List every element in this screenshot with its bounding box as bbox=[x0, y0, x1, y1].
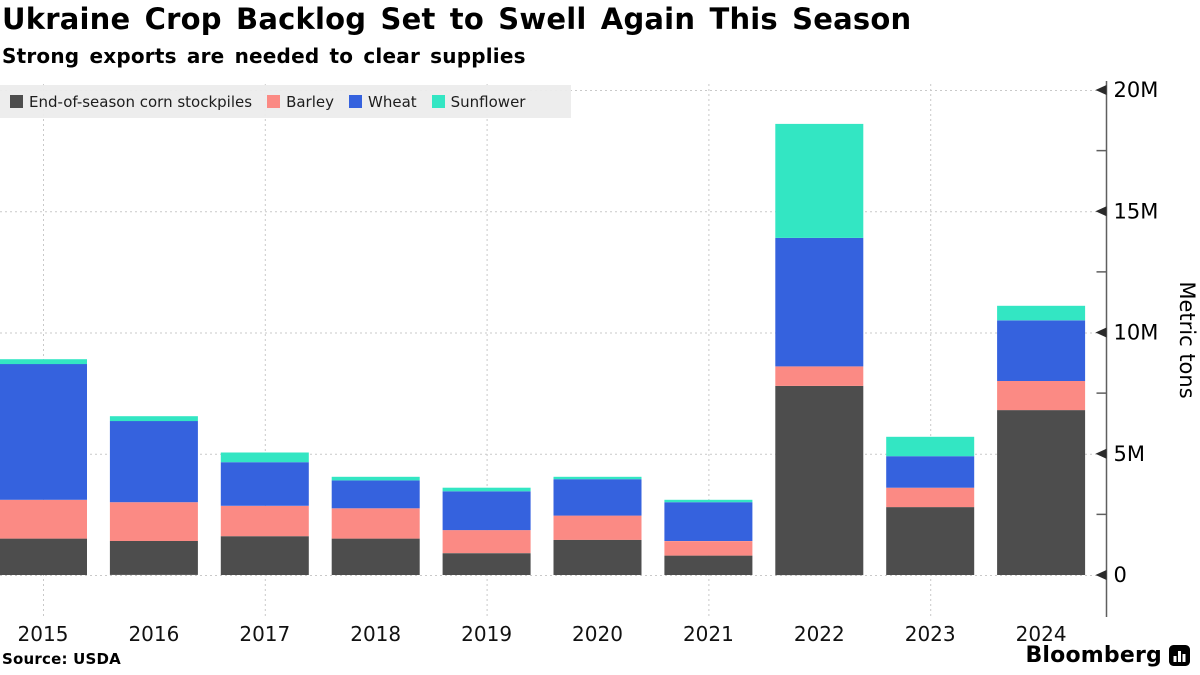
bar-segment-2024-end-of-season bbox=[997, 410, 1086, 575]
y-axis-tick-label: 5M bbox=[1114, 442, 1145, 466]
legend-item-end-of-season-corn-stockpiles: End-of-season corn stockpiles bbox=[10, 93, 252, 111]
y-axis-major-tick bbox=[1095, 206, 1107, 217]
bar-segment-2015-wheat bbox=[0, 364, 87, 500]
bar-segment-2022-sunflower bbox=[775, 123, 864, 238]
bar-segment-2017-barley bbox=[220, 505, 309, 537]
bar-segment-2015-end-of-season bbox=[0, 538, 87, 575]
bar-segment-2020-end-of-season bbox=[553, 539, 642, 575]
bar-segment-2016-wheat bbox=[109, 421, 198, 503]
bar-segment-2023-end-of-season bbox=[886, 507, 975, 575]
x-axis-year-label: 2021 bbox=[683, 622, 734, 646]
bar-segment-2021-barley bbox=[664, 541, 753, 556]
bar-segment-2020-wheat bbox=[553, 479, 642, 516]
legend-label: Wheat bbox=[368, 92, 417, 111]
bar-segment-2022-end-of-season bbox=[775, 385, 864, 576]
x-axis-year-label: 2022 bbox=[794, 622, 845, 646]
y-axis-major-tick bbox=[1095, 570, 1107, 580]
bloomberg-chart-icon bbox=[1169, 645, 1190, 666]
bloomberg-logo: Bloomberg bbox=[1025, 643, 1190, 668]
legend-label: End-of-season corn stockpiles bbox=[29, 92, 253, 111]
x-axis-year-label: 2024 bbox=[1016, 622, 1067, 646]
bar-segment-2021-wheat bbox=[664, 502, 753, 541]
bar-segment-2018-end-of-season bbox=[331, 538, 420, 575]
legend-item-sunflower: Sunflower bbox=[431, 92, 526, 111]
chart-subtitle: Strong exports are needed to clear suppl… bbox=[2, 44, 526, 68]
legend-label: Barley bbox=[286, 92, 334, 111]
bar-segment-2022-barley bbox=[775, 366, 864, 386]
bar-segment-2015-sunflower bbox=[0, 359, 87, 365]
source-note: Source: USDA bbox=[2, 650, 121, 668]
legend-swatch-icon bbox=[431, 95, 445, 108]
legend-label: Sunflower bbox=[450, 92, 526, 111]
bar-segment-2016-end-of-season bbox=[109, 541, 198, 575]
bar-segment-2018-sunflower bbox=[331, 476, 420, 481]
bar-segment-2019-barley bbox=[442, 530, 531, 554]
bar-segment-2019-sunflower bbox=[442, 487, 531, 492]
bar-segment-2024-wheat bbox=[997, 320, 1086, 381]
x-axis-year-label: 2020 bbox=[572, 622, 623, 646]
bar-segment-2020-sunflower bbox=[553, 476, 642, 480]
bar-segment-2024-sunflower bbox=[997, 305, 1086, 321]
bar-segment-2021-end-of-season bbox=[664, 555, 753, 575]
x-axis-year-label: 2018 bbox=[350, 622, 401, 646]
x-axis-year-label: 2019 bbox=[461, 622, 512, 646]
bar-segment-2019-wheat bbox=[442, 491, 531, 531]
x-axis-year-label: 2023 bbox=[905, 622, 956, 646]
bar-segment-2023-sunflower bbox=[886, 436, 975, 457]
bar-segment-2017-wheat bbox=[220, 462, 309, 506]
y-axis-major-tick bbox=[1095, 327, 1107, 338]
bar-segment-2016-barley bbox=[109, 502, 198, 541]
y-axis-tick-label: 10M bbox=[1114, 321, 1159, 345]
bar-segment-2015-barley bbox=[0, 499, 87, 539]
bar-segment-2018-wheat bbox=[331, 480, 420, 509]
y-axis-major-tick bbox=[1095, 85, 1107, 95]
bar-segment-2017-sunflower bbox=[220, 452, 309, 463]
bar-segment-2022-wheat bbox=[775, 237, 864, 367]
legend-swatch-icon bbox=[267, 95, 281, 108]
chart-title: Ukraine Crop Backlog Set to Swell Again … bbox=[2, 2, 912, 36]
y-axis-title: Metric tons bbox=[1175, 281, 1199, 398]
x-axis-year-label: 2015 bbox=[18, 622, 69, 646]
bar-segment-2021-sunflower bbox=[664, 499, 753, 503]
y-axis-tick-label: 15M bbox=[1114, 199, 1159, 223]
bar-segment-2019-end-of-season bbox=[442, 553, 531, 575]
y-axis-major-tick bbox=[1095, 448, 1107, 459]
legend-swatch-icon bbox=[349, 95, 362, 108]
legend-item-wheat: Wheat bbox=[349, 93, 417, 111]
y-axis-tick-label: 20M bbox=[1114, 78, 1159, 102]
bar-segment-2017-end-of-season bbox=[220, 536, 309, 575]
bloomberg-wordmark: Bloomberg bbox=[1025, 643, 1162, 668]
bar-segment-2020-barley bbox=[553, 515, 642, 540]
legend-item-barley: Barley bbox=[267, 93, 334, 111]
legend-swatch-icon bbox=[10, 95, 23, 108]
legend: End-of-season corn stockpiles Barley Wheat… bbox=[0, 85, 571, 118]
y-axis-tick-label: 0 bbox=[1114, 563, 1127, 587]
x-axis-year-label: 2017 bbox=[239, 622, 290, 646]
bar-segment-2023-wheat bbox=[886, 456, 975, 488]
bar-segment-2016-sunflower bbox=[109, 416, 198, 422]
bar-segment-2024-barley bbox=[997, 381, 1086, 411]
bar-segment-2023-barley bbox=[886, 487, 975, 508]
bar-segment-2018-barley bbox=[331, 508, 420, 539]
x-axis-year-label: 2016 bbox=[128, 622, 179, 646]
